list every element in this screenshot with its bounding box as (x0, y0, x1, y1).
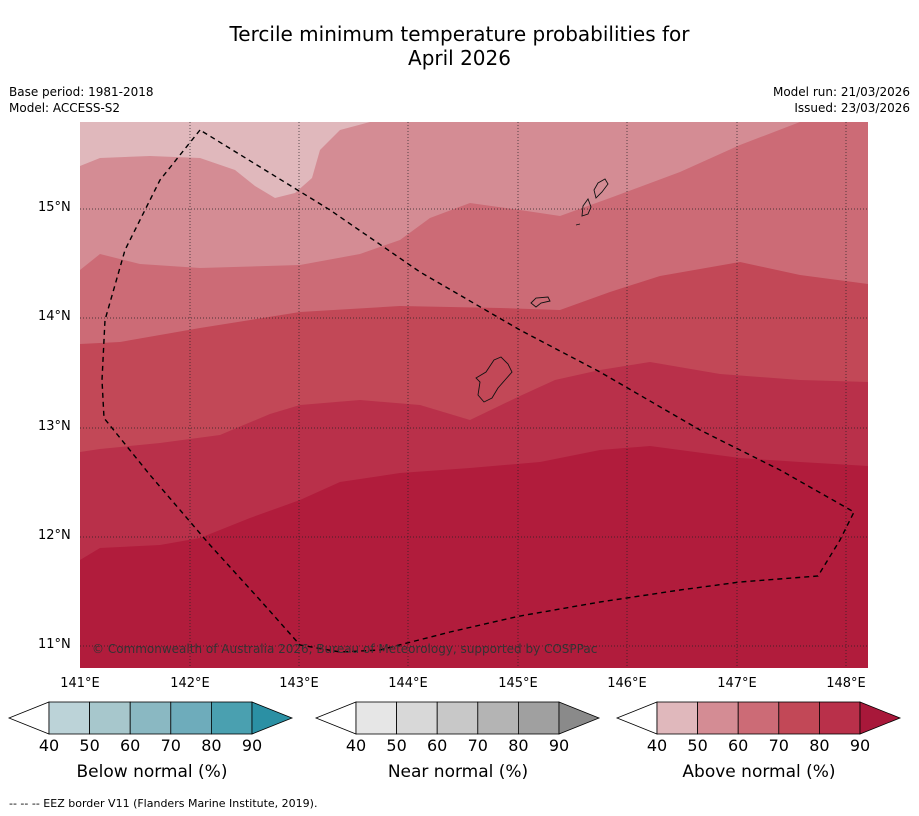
lat-label-15n: 15°N (38, 200, 71, 215)
lon-label-148e: 148°E (826, 676, 866, 691)
colorbar-above-segment (656, 701, 698, 735)
colorbar-near-segment (396, 701, 438, 735)
lon-label-143e: 143°E (279, 676, 319, 691)
lon-label-147e: 147°E (717, 676, 757, 691)
model-run: Model run: 21/03/2026 (772, 85, 910, 99)
copyright-notice: © Commonwealth of Australia 2026, Bureau… (92, 642, 598, 656)
colorbar-above-segment (778, 701, 820, 735)
colorbar-above-tick: 60 (728, 736, 749, 755)
colorbar-above-segment (819, 701, 861, 735)
colorbar-near-segment (477, 701, 519, 735)
colorbar-above-tick: 50 (687, 736, 708, 755)
colorbar-below-max-extend (251, 701, 294, 735)
lat-label-14n: 14°N (38, 309, 71, 324)
colorbar-near-tick: 80 (508, 736, 529, 755)
issued-date: Issued: 23/03/2026 (794, 101, 910, 115)
colorbar-near-tick: 60 (427, 736, 448, 755)
map-title: Tercile minimum temperature probabilitie… (0, 22, 919, 70)
colorbar-near-tick: 70 (467, 736, 488, 755)
colorbar-below-segment (48, 701, 90, 735)
colorbar-below (7, 701, 294, 735)
colorbar-above-tick: 40 (646, 736, 668, 755)
eez-border (101, 129, 855, 653)
rota-island (530, 296, 551, 308)
guam-island (475, 356, 513, 403)
colorbar-near-segment (355, 701, 397, 735)
saipan-island (593, 178, 609, 199)
colorbar-above-title: Above normal (%) (682, 762, 836, 782)
colorbar-below-tick: 40 (38, 736, 60, 755)
title-line-1: Tercile minimum temperature probabilitie… (229, 22, 690, 46)
colorbar-above-segment (737, 701, 780, 735)
probability-field (80, 122, 868, 668)
colorbar-below-min-extend (7, 701, 50, 735)
colorbar-above-tick: 80 (809, 736, 830, 755)
colorbar-below-tick: 80 (201, 736, 222, 755)
colorbar-below-tick: 70 (160, 736, 181, 755)
colorbar-near-segment (518, 701, 560, 735)
colorbar-near (314, 701, 601, 735)
band-above-40 (80, 122, 370, 198)
colorbar-above-segment (697, 701, 739, 735)
meta-left: Base period: 1981-2018 Model: ACCESS-S2 (9, 84, 154, 116)
lon-label-144e: 144°E (388, 676, 428, 691)
colorbar-above-tick: 90 (849, 736, 871, 755)
colorbar-below-segment (170, 701, 212, 735)
title-line-2: April 2026 (408, 46, 511, 70)
colorbar-below-segment (210, 701, 253, 735)
colorbar-below-tick: 50 (79, 736, 100, 755)
meta-right: Model run: 21/03/2026 Issued: 23/03/2026 (773, 84, 910, 116)
tinian-island (581, 198, 592, 217)
colorbar-near-min-extend (314, 701, 357, 735)
base-period: Base period: 1981-2018 (9, 85, 154, 99)
lon-label-145e: 145°E (498, 676, 538, 691)
model-name: Model: ACCESS-S2 (9, 101, 121, 115)
colorbar-below-tick: 60 (120, 736, 141, 755)
colorbar-above-min-extend (615, 701, 658, 735)
colorbar-below-segment (89, 701, 131, 735)
islands (475, 178, 609, 403)
aguijan-island (575, 223, 581, 226)
colorbar-near-max-extend (558, 701, 601, 735)
colorbar-near-title: Near normal (%) (387, 762, 529, 782)
eez-legend-footer: -- -- -- EEZ border V11 (Flanders Marine… (9, 797, 318, 810)
lon-label-141e: 141°E (60, 676, 100, 691)
colorbar-below-tick: 90 (241, 736, 263, 755)
lon-label-146e: 146°E (607, 676, 647, 691)
colorbar-above-tick: 70 (768, 736, 789, 755)
colorbar-near-tick: 50 (386, 736, 407, 755)
lat-label-12n: 12°N (38, 528, 71, 543)
colorbar-near-tick: 40 (345, 736, 367, 755)
colorbar-below-title: Below normal (%) (76, 762, 228, 782)
lat-label-13n: 13°N (38, 419, 71, 434)
colorbar-near-tick: 90 (548, 736, 570, 755)
colorbar-near-segment (436, 701, 479, 735)
graticule (80, 122, 868, 668)
lon-label-142e: 142°E (170, 676, 210, 691)
colorbar-below-segment (129, 701, 172, 735)
lat-label-11n: 11°N (38, 637, 71, 652)
colorbar-above (615, 701, 902, 735)
colorbar-above-max-extend (859, 701, 902, 735)
